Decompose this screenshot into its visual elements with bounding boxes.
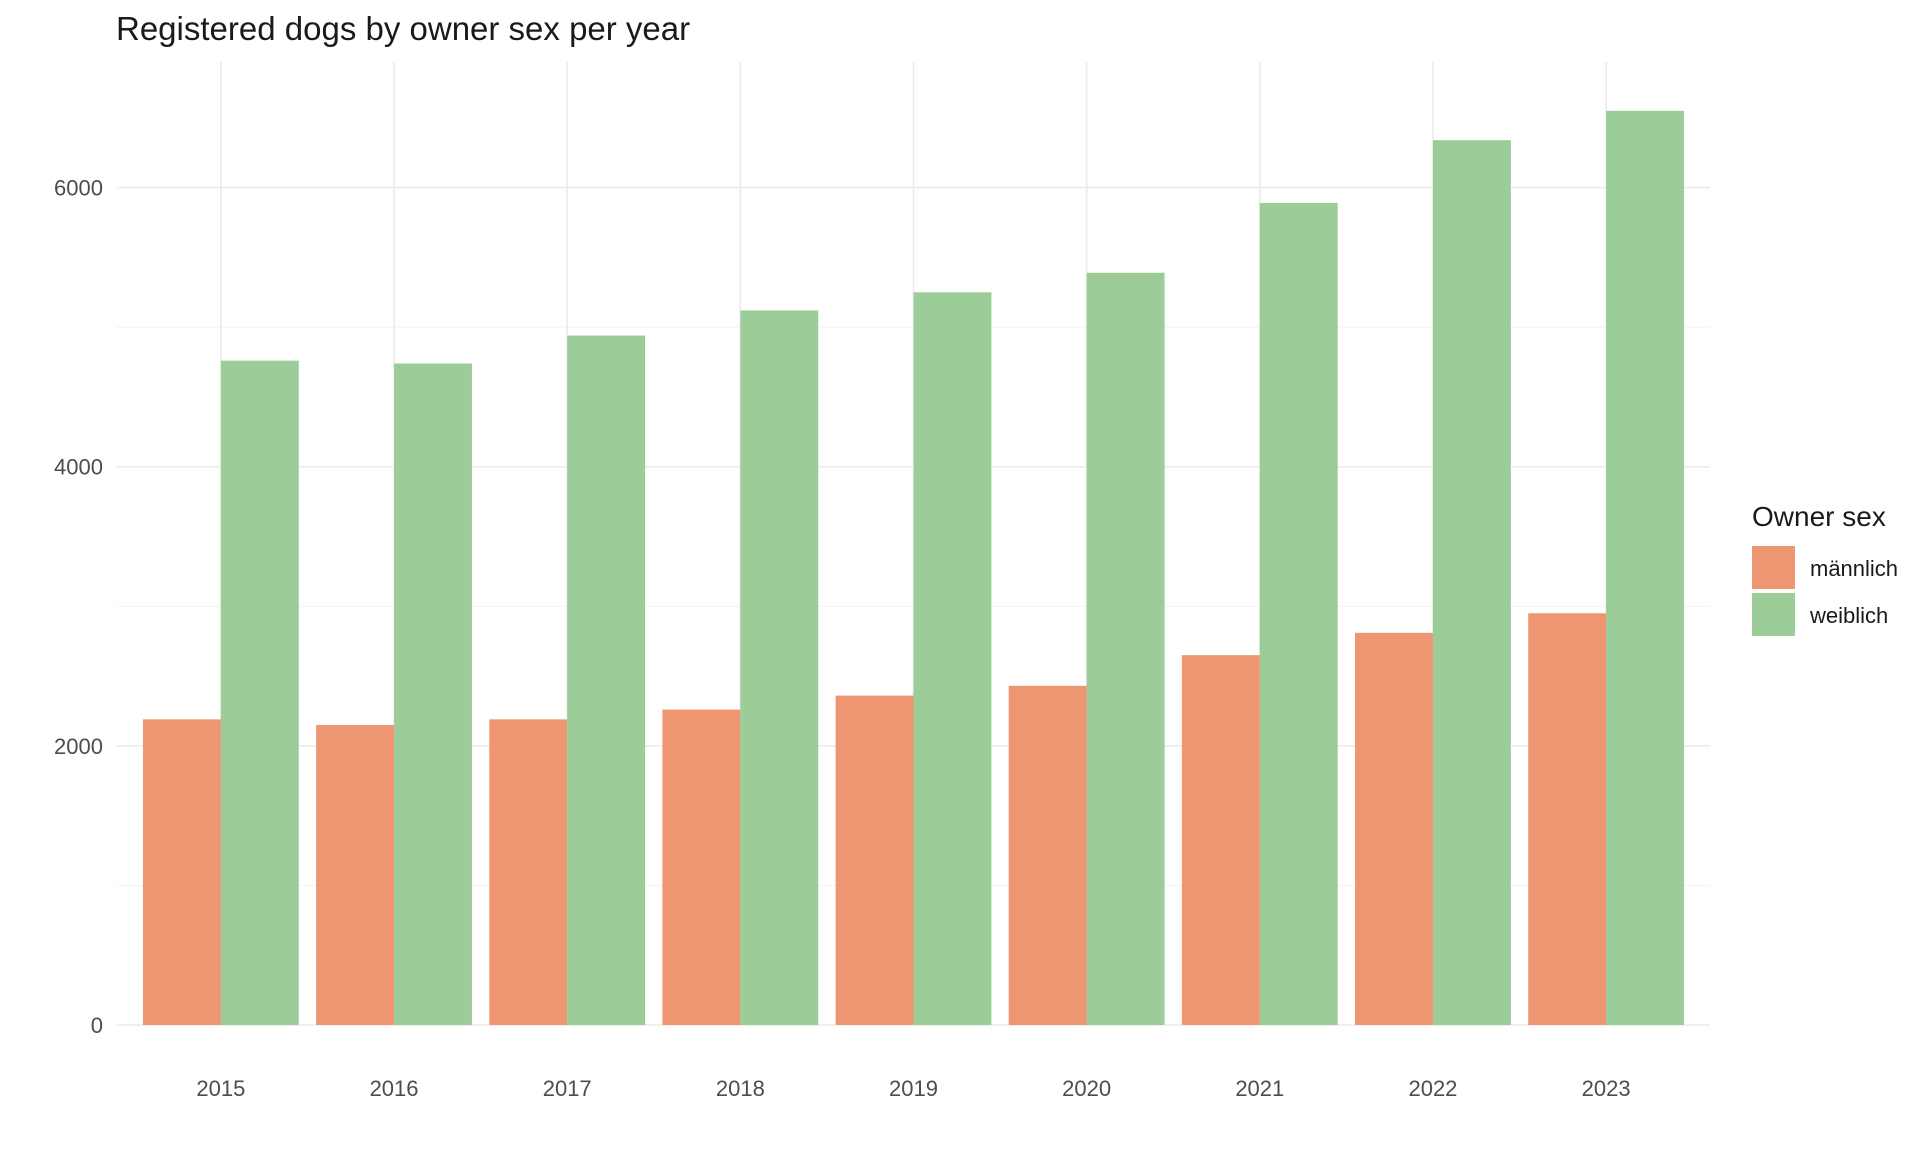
bar-maennlich-2021 — [1181, 655, 1260, 1025]
bar-maennlich-2017 — [489, 719, 568, 1025]
x-tick-label: 2018 — [716, 1076, 765, 1101]
legend-label-maennlich: männlich — [1810, 556, 1898, 581]
bar-series — [142, 110, 1685, 1026]
legend-key-weiblich — [1752, 593, 1795, 636]
x-tick-label: 2016 — [370, 1076, 419, 1101]
bar-maennlich-2019 — [835, 695, 914, 1025]
bar-weiblich-2020 — [1086, 272, 1165, 1025]
bar-maennlich-2015 — [142, 719, 221, 1025]
bar-weiblich-2023 — [1606, 110, 1685, 1025]
bar-maennlich-2023 — [1528, 613, 1607, 1025]
bar-weiblich-2019 — [913, 292, 992, 1026]
bar-maennlich-2020 — [1008, 685, 1087, 1025]
y-tick-label: 0 — [91, 1013, 103, 1038]
y-tick-label: 2000 — [54, 734, 103, 759]
legend-key-maennlich — [1752, 546, 1795, 589]
legend-label-weiblich: weiblich — [1809, 603, 1888, 628]
bar-weiblich-2018 — [740, 310, 819, 1025]
bar-weiblich-2015 — [220, 360, 299, 1025]
x-tick-label: 2023 — [1582, 1076, 1631, 1101]
x-tick-label: 2015 — [196, 1076, 245, 1101]
legend-title: Owner sex — [1752, 501, 1886, 532]
y-tick-label: 6000 — [54, 176, 103, 201]
y-axis: 0 2000 4000 6000 — [54, 176, 103, 1038]
bar-maennlich-2018 — [662, 709, 741, 1025]
bar-maennlich-2016 — [316, 724, 395, 1025]
x-axis: 2015 2016 2017 2018 2019 2020 2021 2022 2023 — [196, 1076, 1630, 1101]
bar-weiblich-2022 — [1432, 140, 1511, 1026]
bar-weiblich-2017 — [567, 335, 646, 1025]
x-tick-label: 2019 — [889, 1076, 938, 1101]
bar-weiblich-2021 — [1259, 202, 1338, 1025]
x-tick-label: 2020 — [1062, 1076, 1111, 1101]
x-tick-label: 2017 — [543, 1076, 592, 1101]
x-tick-label: 2021 — [1235, 1076, 1284, 1101]
legend: Owner sex männlich weiblich — [1752, 501, 1898, 636]
bar-weiblich-2016 — [394, 363, 472, 1025]
bar-maennlich-2022 — [1355, 632, 1433, 1025]
chart-title: Registered dogs by owner sex per year — [116, 10, 690, 47]
x-tick-label: 2022 — [1408, 1076, 1457, 1101]
y-tick-label: 4000 — [54, 455, 103, 480]
